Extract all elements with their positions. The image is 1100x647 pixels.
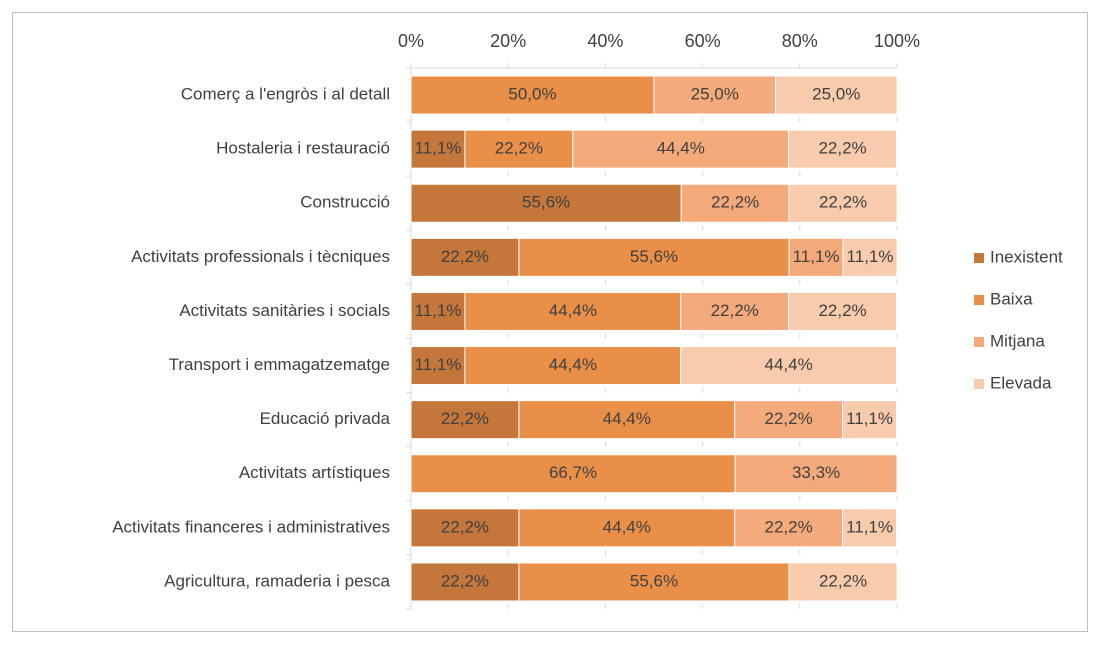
data-label: 11,1% [846, 517, 893, 536]
data-label: 22,2% [765, 409, 813, 428]
data-label: 11,1% [414, 355, 461, 374]
data-label: 66,7% [549, 463, 597, 482]
bar-segment [788, 291, 898, 331]
y-tick-label: Transport i emmagatzematge [169, 355, 390, 374]
legend-label: Inexistent [990, 247, 1063, 266]
x-tick-label: 0% [398, 31, 424, 51]
bar-segment [518, 400, 736, 440]
data-label: 22,2% [495, 139, 543, 158]
x-tick-label: 20% [490, 31, 526, 51]
x-tick-label: 40% [587, 31, 623, 51]
bar-segment [410, 400, 520, 440]
bar-segment [518, 562, 790, 602]
y-tick-label: Activitats artístiques [239, 463, 390, 482]
bar-segment [410, 129, 466, 169]
legend-swatch [974, 379, 984, 389]
data-label: 44,4% [549, 301, 597, 320]
bar-segment [680, 291, 790, 331]
data-label: 44,4% [603, 517, 651, 536]
data-label: 22,2% [441, 409, 489, 428]
data-label: 11,1% [793, 247, 840, 266]
data-label: 22,2% [441, 517, 489, 536]
bar-segment [788, 562, 898, 602]
chart-border [12, 12, 1088, 632]
bar-segment [842, 508, 898, 548]
bar-segment [788, 237, 844, 277]
bar-segment [410, 508, 520, 548]
bar-segment [788, 129, 898, 169]
data-label: 22,2% [711, 301, 759, 320]
bar-segment [788, 183, 898, 223]
bar-segment [734, 400, 844, 440]
y-tick-label: Activitats financeres i administratives [112, 517, 390, 536]
bar-segment [842, 237, 898, 277]
data-label: 11,1% [847, 247, 894, 266]
data-label: 22,2% [441, 571, 489, 590]
data-label: 11,1% [846, 409, 893, 428]
data-label: 22,2% [818, 301, 866, 320]
bar-segment [572, 129, 790, 169]
legend-swatch [974, 337, 984, 347]
data-label: 44,4% [765, 355, 813, 374]
legend-label: Elevada [990, 373, 1052, 392]
y-tick-label: Comerç a l'engròs i al detall [181, 85, 390, 104]
bar-segment [410, 346, 466, 386]
bar-segment [734, 454, 898, 494]
bar-segment [842, 400, 898, 440]
bar-segment [410, 454, 736, 494]
y-tick-label: Activitats sanitàries i socials [179, 301, 390, 320]
x-tick-label: 60% [685, 31, 721, 51]
data-label: 11,1% [414, 139, 461, 158]
data-label: 25,0% [812, 85, 860, 104]
data-label: 22,2% [711, 193, 759, 212]
bar-segment [680, 183, 790, 223]
data-label: 22,2% [819, 571, 867, 590]
bar-segment [410, 237, 520, 277]
bar-segment [734, 508, 844, 548]
bar-segment [410, 562, 520, 602]
bar-segment [410, 291, 466, 331]
data-label: 22,2% [765, 517, 813, 536]
y-tick-label: Hostaleria i restauració [216, 139, 390, 158]
data-label: 25,0% [691, 85, 739, 104]
data-label: 22,2% [441, 247, 489, 266]
bar-segment [410, 183, 682, 223]
legend-label: Mitjana [990, 331, 1045, 350]
data-label: 22,2% [819, 193, 867, 212]
data-label: 11,1% [414, 301, 461, 320]
data-label: 44,4% [657, 139, 705, 158]
data-label: 55,6% [630, 247, 678, 266]
legend-swatch [974, 295, 984, 305]
bar-segment [464, 346, 682, 386]
data-label: 33,3% [792, 463, 840, 482]
data-label: 55,6% [522, 193, 570, 212]
data-label: 44,4% [603, 409, 651, 428]
y-tick-label: Activitats professionals i tècniques [131, 247, 390, 266]
data-label: 22,2% [818, 139, 866, 158]
data-label: 50,0% [508, 85, 556, 104]
bar-segment [680, 346, 898, 386]
bar-segment [410, 75, 655, 115]
bar-segment [464, 129, 574, 169]
bar-segment [653, 75, 776, 115]
x-tick-label: 80% [782, 31, 818, 51]
y-tick-label: Educació privada [260, 409, 391, 428]
bar-segment [775, 75, 898, 115]
y-tick-label: Agricultura, ramaderia i pesca [164, 571, 390, 590]
data-label: 55,6% [630, 571, 678, 590]
data-label: 44,4% [549, 355, 597, 374]
bar-segment [464, 291, 682, 331]
y-tick-label: Construcció [300, 193, 390, 212]
x-tick-label: 100% [874, 31, 920, 51]
legend-swatch [974, 253, 984, 263]
legend-label: Baixa [990, 289, 1033, 308]
